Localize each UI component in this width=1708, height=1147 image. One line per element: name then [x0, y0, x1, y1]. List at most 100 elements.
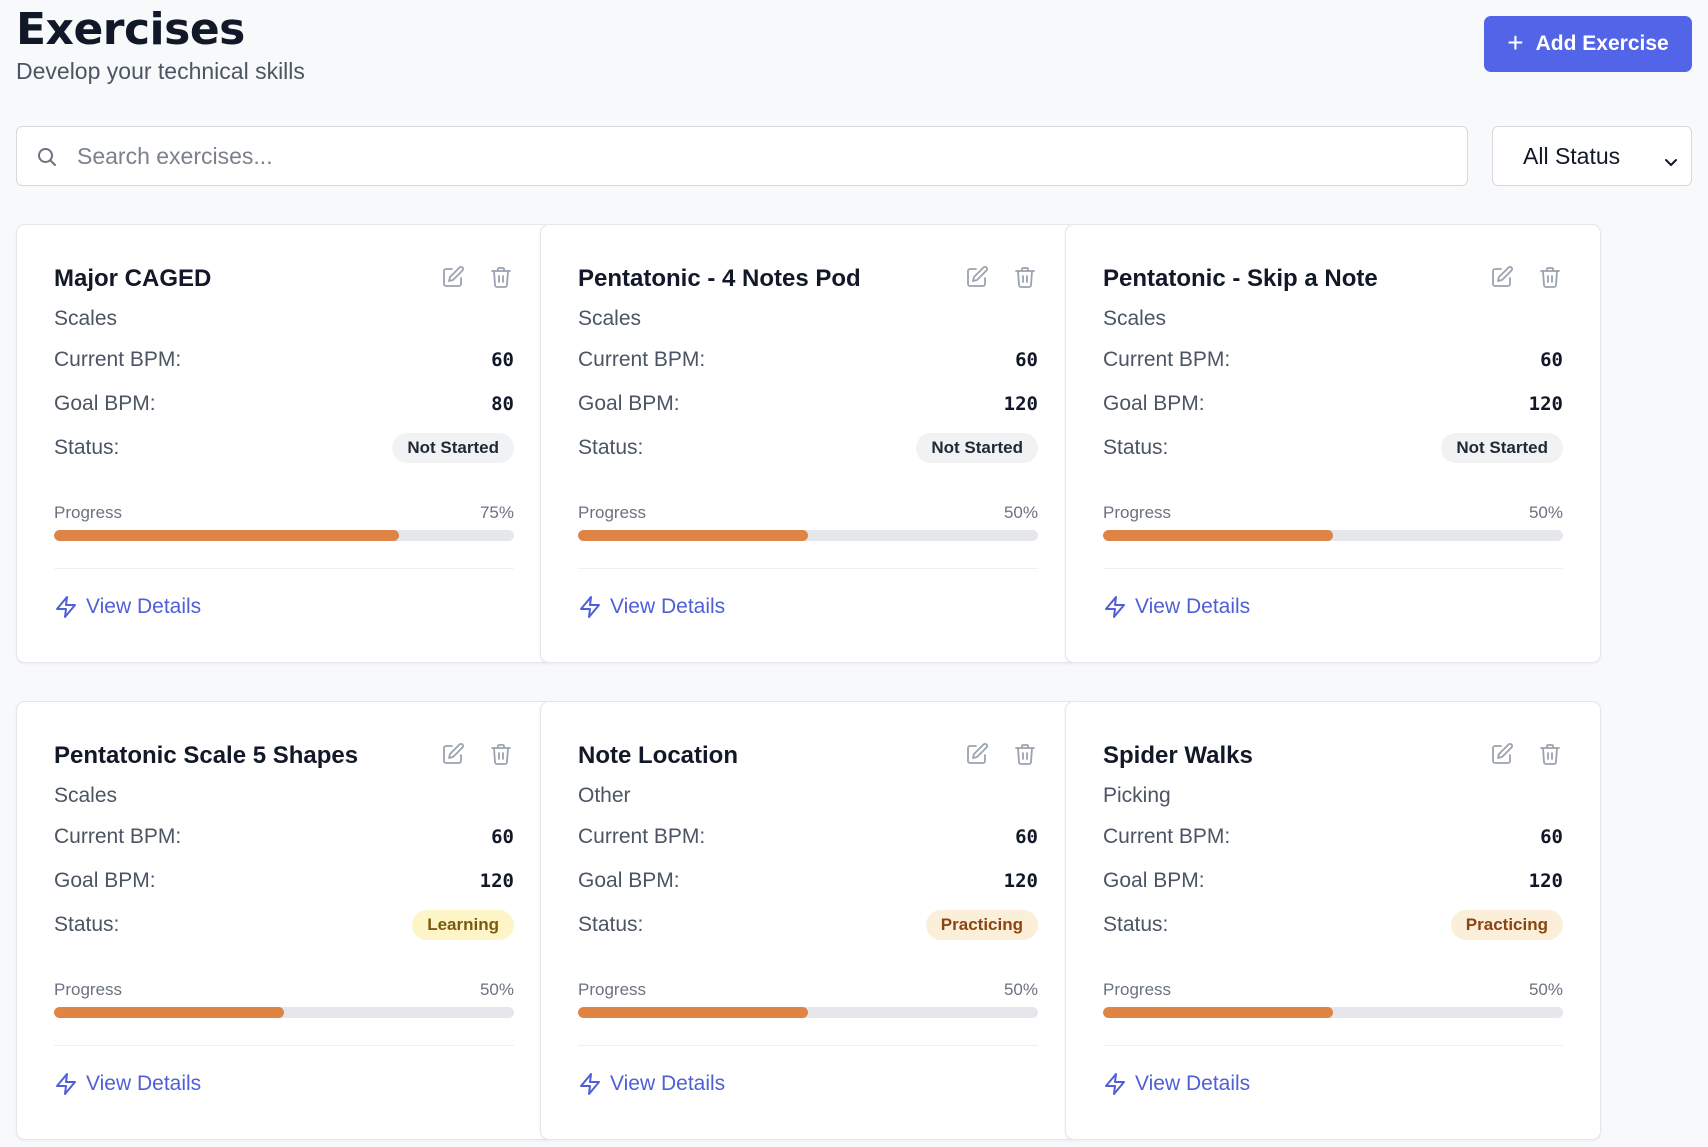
goal-bpm-value: 120	[1003, 393, 1038, 415]
exercise-card: Note Location Other Current BPM: 60 Goal…	[540, 701, 1076, 1140]
edit-icon[interactable]	[965, 265, 989, 289]
view-details-label: View Details	[610, 1072, 726, 1095]
add-exercise-label: Add Exercise	[1535, 32, 1669, 55]
progress-bar	[1103, 530, 1563, 541]
delete-icon[interactable]	[489, 742, 513, 766]
goal-bpm-value: 80	[491, 393, 514, 415]
status-label: Status:	[578, 913, 644, 936]
status-filter-value: All Status	[1523, 142, 1621, 169]
progress-row: Progress 50%	[54, 980, 514, 1000]
progress-percent: 50%	[1003, 980, 1038, 999]
current-bpm-row: Current BPM: 60	[1103, 822, 1563, 852]
edit-icon[interactable]	[1490, 265, 1514, 289]
page-title: Exercises	[16, 4, 245, 55]
view-details-link[interactable]: View Details	[578, 595, 725, 619]
view-details-link[interactable]: View Details	[54, 595, 201, 619]
status-badge: Not Started	[392, 433, 514, 463]
card-divider	[1103, 568, 1563, 569]
exercise-card: Pentatonic Scale 5 Shapes Scales Current…	[16, 701, 552, 1140]
goal-bpm-label: Goal BPM:	[1103, 392, 1205, 415]
exercise-category: Scales	[578, 307, 642, 330]
exercise-title: Pentatonic - Skip a Note	[1103, 265, 1378, 292]
goal-bpm-label: Goal BPM:	[578, 392, 680, 415]
progress-bar-fill	[1103, 530, 1333, 541]
current-bpm-row: Current BPM: 60	[54, 822, 514, 852]
card-actions	[965, 265, 1037, 289]
view-details-link[interactable]: View Details	[578, 1072, 725, 1096]
edit-icon[interactable]	[1490, 742, 1514, 766]
card-divider	[54, 568, 514, 569]
goal-bpm-value: 120	[479, 870, 514, 892]
add-exercise-button[interactable]: + Add Exercise	[1484, 16, 1692, 72]
delete-icon[interactable]	[1538, 742, 1562, 766]
view-details-link[interactable]: View Details	[1103, 1072, 1250, 1096]
status-badge: Practicing	[925, 910, 1038, 940]
current-bpm-label: Current BPM:	[1103, 348, 1231, 371]
status-badge: Practicing	[1450, 910, 1563, 940]
status-label: Status:	[1103, 436, 1169, 459]
progress-row: Progress 50%	[1103, 503, 1563, 523]
status-badge: Not Started	[916, 433, 1038, 463]
status-filter-select[interactable]: All Status	[1492, 126, 1692, 186]
card-actions	[441, 742, 513, 766]
progress-bar-fill	[578, 530, 808, 541]
goal-bpm-label: Goal BPM:	[578, 869, 680, 892]
lightning-icon	[580, 596, 600, 618]
lightning-icon	[56, 1073, 76, 1095]
lightning-icon	[580, 1073, 600, 1095]
edit-icon[interactable]	[965, 742, 989, 766]
delete-icon[interactable]	[1013, 265, 1037, 289]
status-label: Status:	[54, 436, 120, 459]
edit-icon[interactable]	[441, 265, 465, 289]
progress-bar-fill	[54, 530, 399, 541]
exercise-card: Pentatonic - 4 Notes Pod Scales Current …	[540, 224, 1076, 663]
goal-bpm-value: 120	[1528, 393, 1563, 415]
status-row: Status: Learning	[54, 910, 514, 940]
lightning-icon	[1105, 596, 1125, 618]
progress-bar	[578, 530, 1038, 541]
current-bpm-label: Current BPM:	[54, 348, 182, 371]
progress-percent: 75%	[479, 503, 514, 522]
goal-bpm-row: Goal BPM: 120	[578, 866, 1038, 896]
goal-bpm-label: Goal BPM:	[54, 869, 156, 892]
progress-label: Progress	[54, 503, 123, 522]
progress-bar	[54, 530, 514, 541]
progress-label: Progress	[578, 503, 647, 522]
progress-label: Progress	[1103, 980, 1172, 999]
progress-percent: 50%	[1528, 503, 1563, 522]
card-divider	[578, 1045, 1038, 1046]
current-bpm-row: Current BPM: 60	[578, 822, 1038, 852]
exercise-category: Scales	[54, 784, 118, 807]
current-bpm-row: Current BPM: 60	[1103, 345, 1563, 375]
exercise-title: Pentatonic Scale 5 Shapes	[54, 742, 359, 769]
exercise-category: Other	[578, 784, 631, 807]
progress-row: Progress 50%	[578, 980, 1038, 1000]
card-actions	[965, 742, 1037, 766]
view-details-label: View Details	[86, 1072, 202, 1095]
exercise-title: Pentatonic - 4 Notes Pod	[578, 265, 861, 292]
card-actions	[1490, 265, 1562, 289]
view-details-link[interactable]: View Details	[1103, 595, 1250, 619]
goal-bpm-value: 120	[1003, 870, 1038, 892]
status-badge: Learning	[412, 910, 514, 940]
goal-bpm-label: Goal BPM:	[1103, 869, 1205, 892]
card-divider	[1103, 1045, 1563, 1046]
delete-icon[interactable]	[1013, 742, 1037, 766]
status-row: Status: Not Started	[54, 433, 514, 463]
lightning-icon	[56, 596, 76, 618]
card-divider	[578, 568, 1038, 569]
view-details-link[interactable]: View Details	[54, 1072, 201, 1096]
goal-bpm-row: Goal BPM: 80	[54, 389, 514, 419]
delete-icon[interactable]	[489, 265, 513, 289]
view-details-label: View Details	[1135, 595, 1251, 618]
exercise-title: Major CAGED	[54, 265, 212, 292]
edit-icon[interactable]	[441, 742, 465, 766]
exercise-category: Scales	[1103, 307, 1167, 330]
delete-icon[interactable]	[1538, 265, 1562, 289]
search-input[interactable]	[17, 127, 1467, 185]
progress-percent: 50%	[479, 980, 514, 999]
search-icon	[35, 145, 59, 169]
progress-bar	[54, 1007, 514, 1018]
status-label: Status:	[1103, 913, 1169, 936]
exercise-category: Scales	[54, 307, 118, 330]
